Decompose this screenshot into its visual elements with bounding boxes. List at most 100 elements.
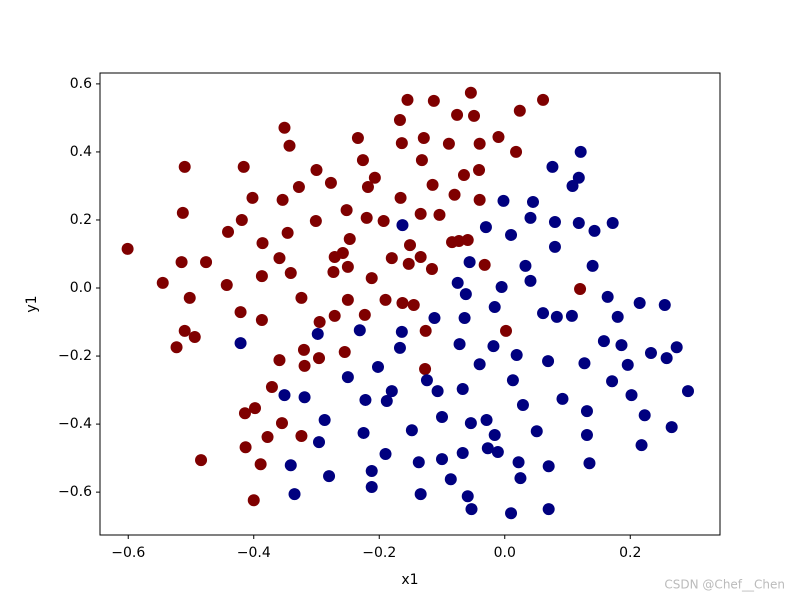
point: [238, 407, 251, 420]
point: [404, 239, 416, 252]
point: [473, 358, 486, 371]
point: [380, 394, 393, 407]
point: [183, 291, 196, 304]
point: [548, 216, 561, 229]
point: [234, 306, 247, 319]
point: [358, 308, 371, 321]
point: [478, 258, 491, 271]
point: [473, 137, 486, 150]
point: [442, 137, 455, 150]
point: [311, 327, 324, 340]
y-tick-label: 0.4: [70, 144, 92, 160]
point: [481, 442, 494, 455]
point: [556, 392, 569, 405]
point: [670, 341, 683, 354]
point: [200, 256, 213, 269]
point: [456, 383, 469, 396]
point: [283, 139, 296, 152]
point: [526, 195, 539, 208]
y-tick-label: −0.4: [58, 416, 92, 432]
y-tick-label: 0.2: [70, 212, 92, 228]
point: [170, 341, 183, 354]
point: [255, 313, 268, 326]
point: [578, 357, 591, 370]
point: [431, 385, 444, 398]
point: [542, 355, 555, 368]
point: [597, 335, 610, 348]
point: [546, 160, 559, 173]
point: [621, 358, 634, 371]
point: [459, 288, 472, 301]
point: [448, 188, 461, 201]
point: [414, 207, 427, 220]
point: [588, 224, 601, 237]
x-tick-label: −0.6: [111, 545, 145, 561]
point: [491, 445, 504, 458]
point: [524, 274, 537, 287]
point: [419, 362, 432, 375]
point: [402, 257, 415, 270]
point: [500, 324, 513, 337]
watermark: CSDN @Chef__Chen: [664, 578, 785, 592]
point: [510, 349, 523, 362]
point: [255, 270, 268, 283]
point: [658, 299, 671, 312]
point: [220, 278, 233, 291]
point: [492, 130, 505, 143]
point: [385, 385, 398, 398]
point: [275, 417, 288, 430]
point: [436, 453, 449, 466]
point: [254, 458, 267, 471]
point: [457, 169, 470, 182]
point: [276, 193, 289, 206]
point: [237, 160, 250, 173]
point: [426, 178, 439, 191]
point: [371, 360, 384, 373]
point: [524, 211, 537, 224]
point: [514, 472, 527, 485]
point: [638, 409, 651, 422]
point: [288, 488, 301, 501]
point: [519, 259, 532, 272]
point: [444, 473, 457, 486]
point: [681, 385, 694, 398]
point: [427, 94, 440, 107]
point: [313, 316, 326, 329]
point: [625, 389, 638, 402]
point: [660, 352, 673, 365]
point: [328, 309, 341, 322]
point: [465, 503, 478, 516]
point: [393, 113, 406, 126]
plot-frame: [99, 72, 721, 536]
point: [565, 309, 578, 322]
point: [361, 180, 374, 193]
point: [412, 456, 425, 469]
point: [343, 233, 356, 246]
point: [611, 310, 624, 323]
point: [284, 459, 297, 472]
point: [379, 293, 392, 306]
point: [425, 262, 438, 275]
point: [356, 154, 369, 167]
point: [488, 428, 501, 441]
point: [451, 276, 464, 289]
point: [265, 381, 278, 394]
point: [537, 307, 550, 320]
point: [222, 225, 235, 238]
point: [601, 290, 614, 303]
point: [453, 338, 466, 351]
point: [473, 163, 486, 176]
point: [542, 503, 555, 516]
point: [239, 441, 252, 454]
point: [341, 260, 354, 273]
point: [377, 214, 390, 227]
point: [394, 191, 407, 204]
point: [428, 311, 441, 324]
point: [278, 389, 291, 402]
point: [340, 204, 353, 217]
point: [396, 219, 409, 232]
point: [175, 256, 188, 269]
point: [281, 226, 294, 239]
point: [510, 145, 523, 158]
